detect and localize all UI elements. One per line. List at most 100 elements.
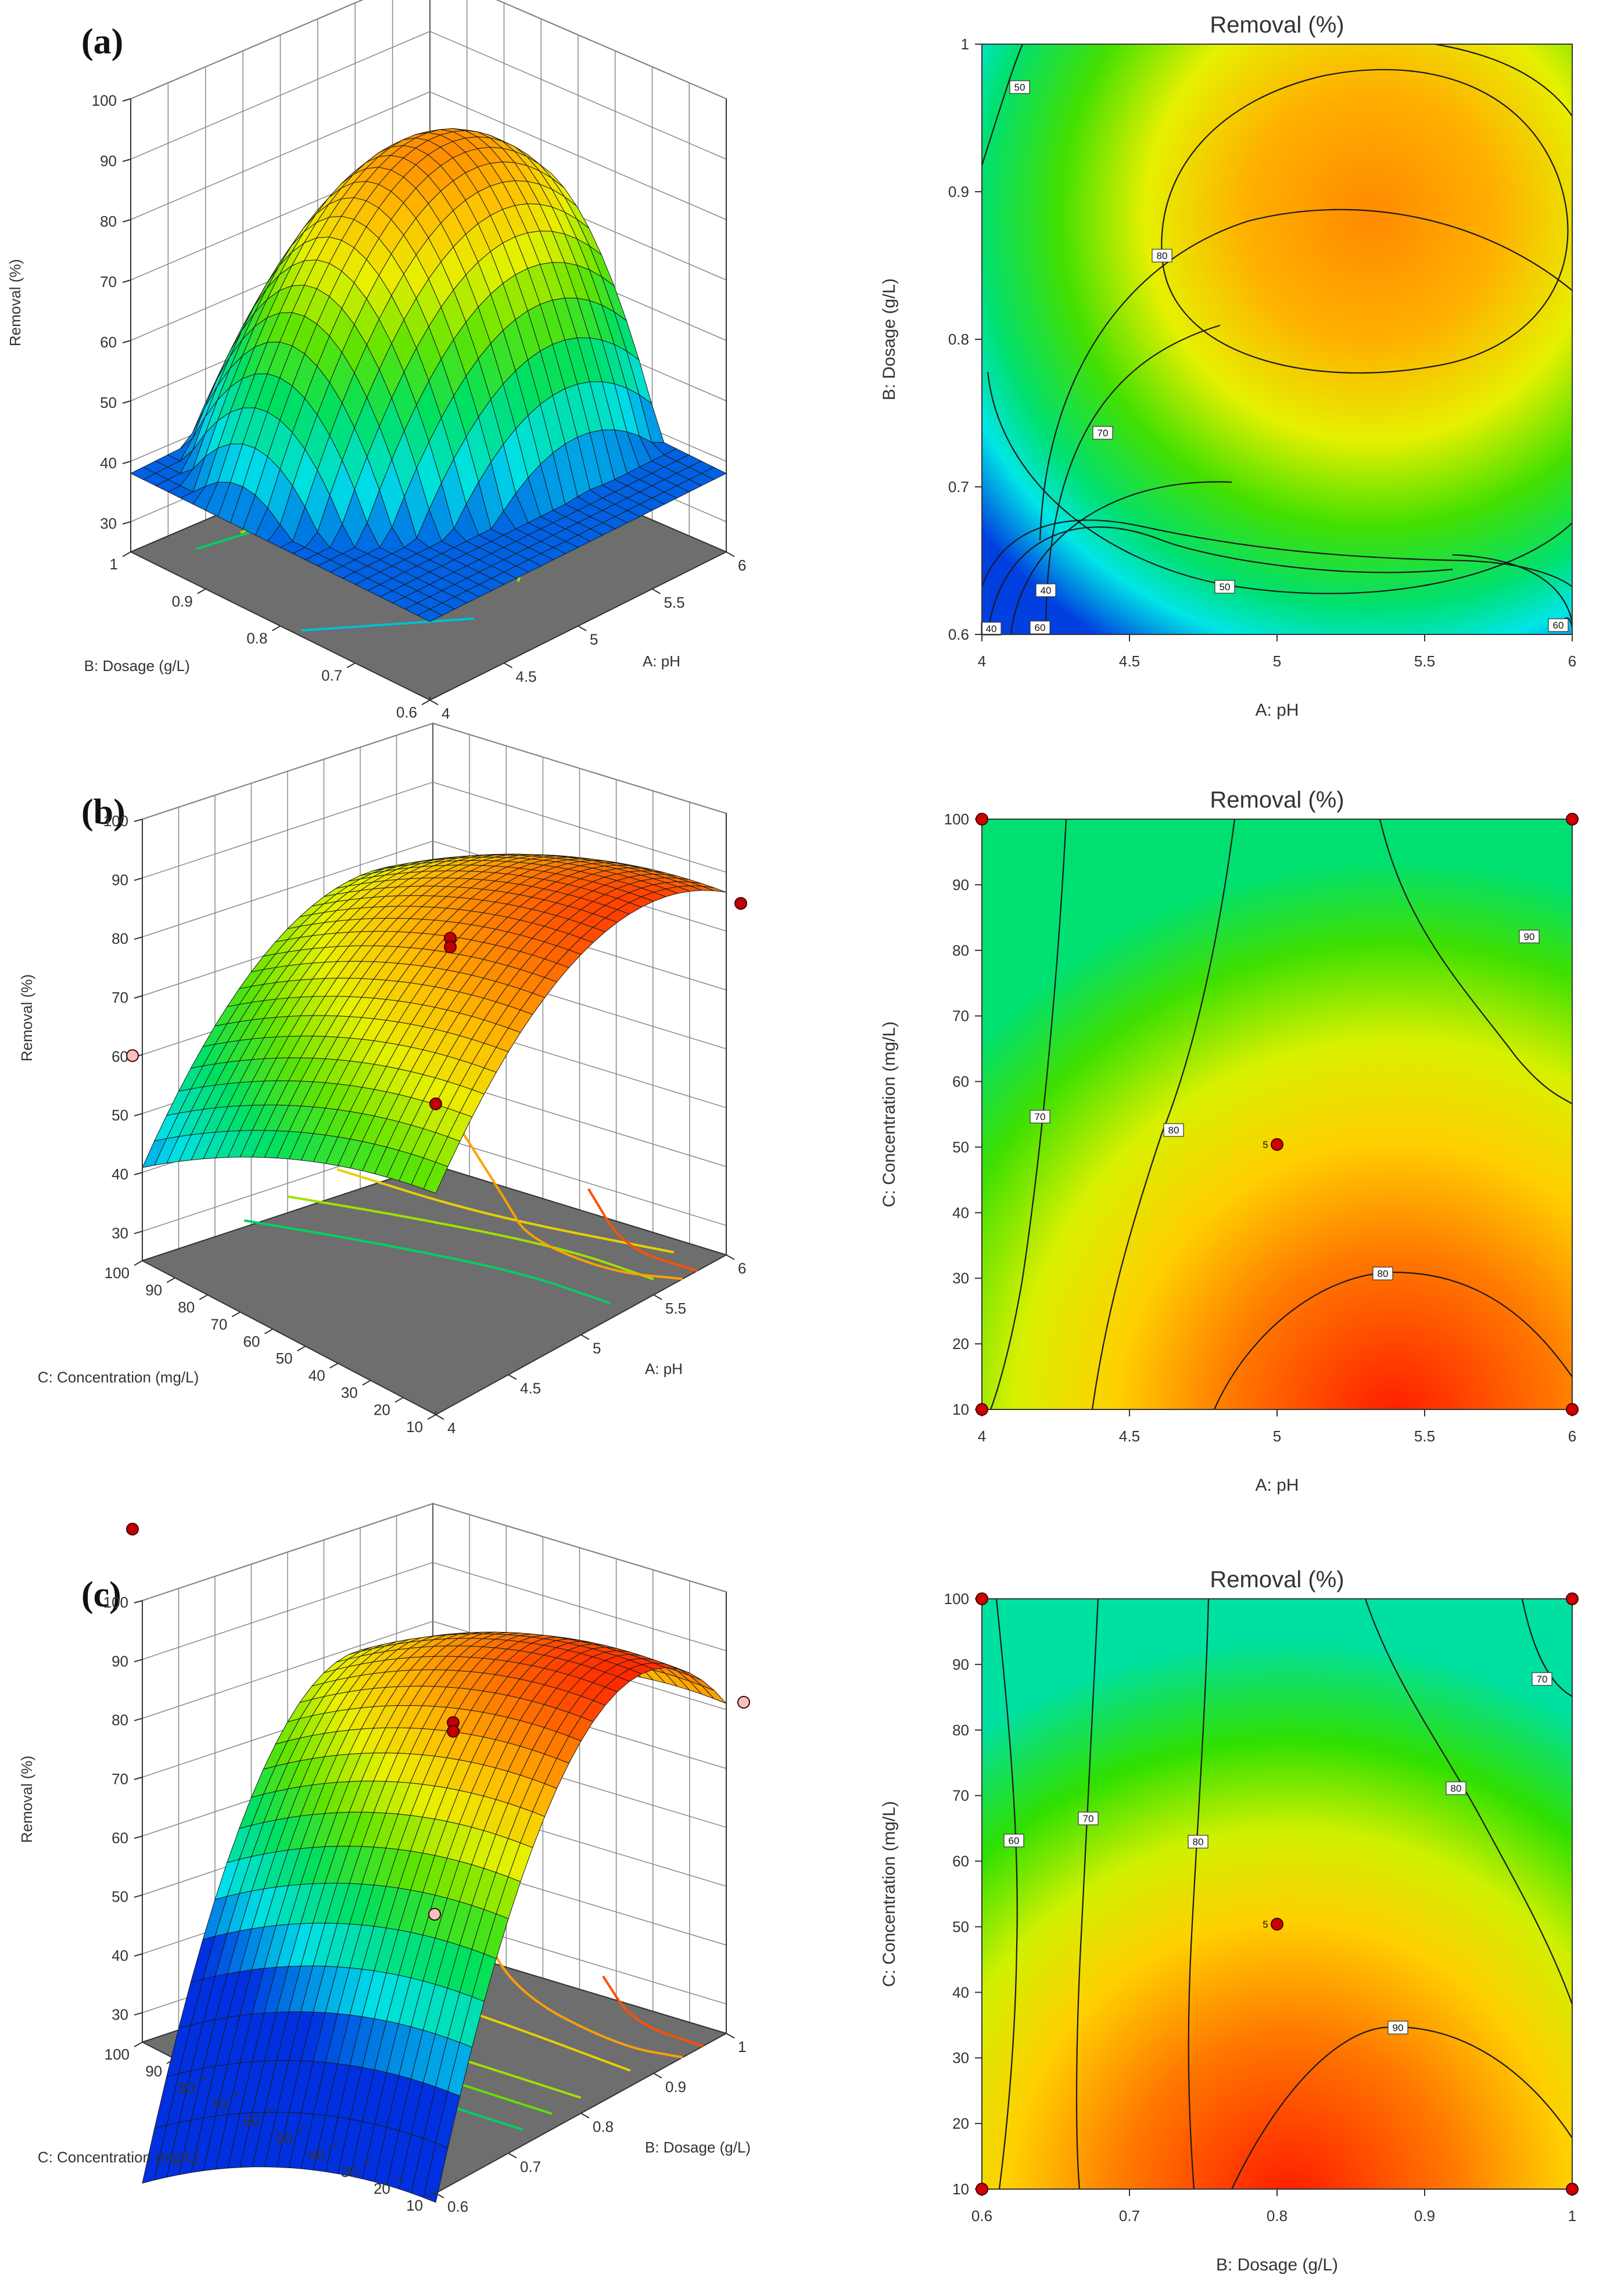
contour-label-box xyxy=(1078,1811,1099,1825)
y-tick-label: 30 xyxy=(341,1384,358,1401)
y-tick-label: 10 xyxy=(406,1418,423,1436)
y-tick-mark xyxy=(272,625,281,632)
x-tick-label: 6 xyxy=(1568,652,1576,670)
y-axis-label: C: Concentration (mg/L) xyxy=(38,1368,199,1386)
y-tick-mark xyxy=(231,2091,241,2098)
x-tick-label: 4.5 xyxy=(1119,1427,1140,1445)
contour-label-box xyxy=(1030,1110,1050,1124)
design-point xyxy=(737,1696,750,1709)
contour-line xyxy=(1435,44,1572,117)
x-tick-label: 5 xyxy=(593,1340,601,1357)
x-tick-label: 5.5 xyxy=(664,594,685,611)
y-tick-label: 80 xyxy=(178,2079,195,2097)
contour-label: 70 xyxy=(1083,1813,1094,1824)
y-tick-label: 0.6 xyxy=(948,626,969,643)
x-tick-label: 5.5 xyxy=(665,1300,686,1317)
y-tick-label: 90 xyxy=(145,1281,162,1298)
z-tick-mark xyxy=(122,461,131,464)
contour-line xyxy=(1364,1599,1572,2005)
y-tick-label: 40 xyxy=(309,2146,325,2164)
x-tick-mark xyxy=(652,588,661,594)
z-tick-label: 70 xyxy=(112,989,128,1006)
contour-plot-c: Removal (%) 60 70 80 80 70 90 0.6 0.7 0.8 0.9 1 B: D… xyxy=(880,1567,1579,2275)
y-tick-mark xyxy=(231,1311,241,1318)
z-tick-label: 30 xyxy=(100,515,117,532)
floor-contour-line xyxy=(243,1219,611,1304)
panel-label: (c) xyxy=(81,1575,121,1615)
contour-label: 40 xyxy=(986,623,997,634)
x-tick-mark xyxy=(726,1254,735,1260)
design-point xyxy=(1271,1918,1283,1931)
contour-plot-a: Removal (%) 40 50 50 60 60 70 80 40 4 4.5 5 5.5 6 A: p… xyxy=(880,12,1576,720)
y-tick-label: 10 xyxy=(952,2180,969,2198)
x-axis-label: B: Dosage (g/L) xyxy=(645,2139,751,2156)
y-tick-label: 70 xyxy=(210,2096,227,2114)
contour-label-box xyxy=(1092,426,1113,440)
design-point xyxy=(447,1725,460,1738)
contour-label: 70 xyxy=(1035,1111,1046,1122)
contour-label-box xyxy=(1163,1123,1184,1137)
y-tick-mark xyxy=(134,1260,143,1266)
contour-line xyxy=(982,44,1024,166)
y-axis-label: C: Concentration (mg/L) xyxy=(880,1801,899,1987)
z-tick-mark xyxy=(122,400,131,404)
z-tick-mark xyxy=(134,995,143,999)
y-tick-label: 60 xyxy=(243,1333,260,1350)
x-axis-label: B: Dosage (g/L) xyxy=(1216,2255,1338,2275)
contour-line xyxy=(1213,1271,1572,1409)
z-tick-label: 60 xyxy=(112,1829,128,1846)
x-tick-mark xyxy=(429,699,439,705)
contour-fill xyxy=(982,1599,1572,2189)
surface-plot-c: (c) 30 40 50 60 70 80 90 100 Removal (%) 100 90 80 70… xyxy=(18,1502,751,2215)
y-tick-label: 50 xyxy=(276,1350,293,1367)
z-tick-mark xyxy=(134,1600,143,1603)
contour-fill xyxy=(982,44,1572,634)
contour-line xyxy=(1521,1599,1572,1697)
center-point-count: 5 xyxy=(1263,1139,1268,1150)
z-tick-mark xyxy=(122,279,131,283)
y-tick-mark xyxy=(421,699,431,705)
y-tick-label: 100 xyxy=(105,1264,130,1282)
contour-line xyxy=(1010,481,1232,634)
x-tick-label: 0.8 xyxy=(1267,2207,1288,2225)
y-tick-mark xyxy=(427,1414,436,1420)
contour-line xyxy=(1231,2026,1572,2189)
z-tick-label: 60 xyxy=(112,1047,128,1065)
y-tick-label: 90 xyxy=(952,876,969,894)
x-axis-label: A: pH xyxy=(645,1360,683,1377)
y-tick-label: 90 xyxy=(145,2062,162,2080)
design-point xyxy=(976,813,988,826)
contour-line xyxy=(1075,1599,1099,2189)
x-axis-label: A: pH xyxy=(1255,1476,1299,1495)
z-tick-mark xyxy=(122,159,131,162)
contour-label-box xyxy=(1035,583,1056,597)
design-point xyxy=(1566,1403,1579,1416)
x-tick-label: 0.9 xyxy=(1414,2207,1435,2225)
x-tick-label: 0.6 xyxy=(447,2198,468,2215)
x-tick-label: 4.5 xyxy=(1119,652,1140,670)
y-tick-label: 50 xyxy=(952,1918,969,1935)
y-tick-label: 70 xyxy=(952,1787,969,1804)
z-tick-mark xyxy=(122,521,131,525)
y-tick-label: 0.9 xyxy=(948,183,969,200)
y-tick-label: 0.7 xyxy=(321,666,342,684)
contour-label: 60 xyxy=(1009,1835,1020,1846)
y-tick-label: 80 xyxy=(178,1298,195,1316)
x-tick-mark xyxy=(726,551,735,557)
y-tick-label: 50 xyxy=(276,2129,293,2147)
contour-label-box xyxy=(1519,930,1540,943)
z-tick-label: 100 xyxy=(92,92,117,109)
y-tick-mark xyxy=(395,1397,404,1403)
contour-line xyxy=(1045,324,1221,634)
z-axis-label: Removal (%) xyxy=(6,259,24,346)
y-tick-label: 40 xyxy=(952,1983,969,2001)
y-tick-mark xyxy=(199,2075,208,2081)
x-tick-label: 6 xyxy=(1568,1427,1576,1445)
y-tick-label: 80 xyxy=(952,942,969,959)
design-point xyxy=(126,1049,139,1062)
x-tick-label: 0.6 xyxy=(971,2207,992,2225)
y-tick-label: 10 xyxy=(952,1401,969,1418)
x-tick-mark xyxy=(578,625,587,632)
surface-cell xyxy=(423,2142,449,2203)
z-tick-mark xyxy=(134,936,143,940)
